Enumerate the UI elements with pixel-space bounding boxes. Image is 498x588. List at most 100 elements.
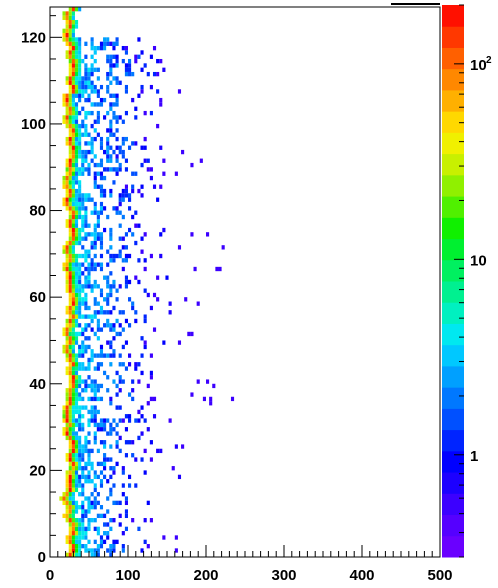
heatmap-cell (81, 89, 85, 94)
heatmap-cell (78, 353, 82, 358)
heatmap-cell (84, 197, 88, 202)
heatmap-cell (115, 392, 119, 397)
heatmap-cell (149, 396, 153, 402)
heatmap-cell (162, 67, 166, 72)
heatmap-cell (84, 548, 88, 553)
heatmap-cell (84, 297, 88, 302)
heatmap-cell (93, 262, 97, 267)
heatmap-cell (81, 271, 85, 276)
heatmap-cell (65, 249, 69, 254)
heatmap-cell (109, 132, 113, 137)
heatmap-cell (81, 288, 85, 293)
heatmap-cell (68, 544, 72, 549)
heatmap-cell (68, 292, 72, 298)
heatmap-cell (106, 535, 110, 540)
heatmap-cell (159, 253, 163, 259)
heatmap-cell (71, 106, 75, 111)
color-scale-segment (442, 429, 464, 452)
heatmap-cell (78, 201, 82, 207)
heatmap-cell (96, 76, 100, 81)
heatmap-cell (90, 110, 94, 116)
color-scale-segment (442, 47, 464, 70)
heatmap-cell (93, 50, 97, 55)
heatmap-cell (90, 318, 94, 324)
heatmap-cell (115, 119, 119, 124)
heatmap-cell (149, 440, 153, 445)
heatmap-cell (84, 67, 88, 72)
heatmap-cell (103, 115, 107, 120)
heatmap-cell (109, 457, 113, 462)
heatmap-cell (71, 32, 75, 38)
heatmap-cell (81, 227, 85, 233)
heatmap-cell (99, 305, 104, 311)
heatmap-cell (68, 301, 72, 306)
heatmap-cell (74, 145, 79, 150)
heatmap-cell (68, 89, 72, 94)
heatmap-cell (124, 253, 128, 259)
heatmap-cell (106, 522, 110, 527)
heatmap-cell (90, 54, 94, 59)
heatmap-cell (74, 539, 79, 545)
heatmap-cell (84, 266, 88, 272)
heatmap-cell (118, 405, 122, 410)
heatmap-cell (109, 466, 113, 471)
heatmap-cell (121, 470, 125, 475)
heatmap-cell (81, 132, 85, 137)
heatmap-cell (68, 505, 72, 510)
heatmap-cell (78, 522, 82, 527)
heatmap-cell (78, 54, 82, 59)
heatmap-cell (118, 253, 122, 259)
heatmap-cell (106, 110, 110, 116)
heatmap-cell (96, 500, 100, 506)
heatmap-cell (81, 509, 85, 514)
heatmap-cell (74, 292, 79, 298)
heatmap-cell (96, 427, 100, 432)
heatmap-cell (109, 71, 113, 77)
heatmap-cell (62, 175, 66, 181)
heatmap-cell (62, 28, 66, 33)
heatmap-cell (65, 500, 69, 506)
color-scale-segment (442, 238, 464, 261)
heatmap-cell (74, 162, 79, 168)
heatmap-cell (131, 184, 135, 189)
heatmap-cell (96, 162, 100, 168)
heatmap-cell (68, 128, 72, 133)
heatmap-cell (81, 162, 85, 168)
heatmap-cell (124, 158, 128, 163)
heatmap-cell (128, 392, 132, 397)
heatmap-cell (78, 531, 82, 536)
heatmap-cell (96, 327, 100, 332)
heatmap-cell (81, 353, 85, 358)
heatmap-cell (99, 288, 104, 293)
heatmap-cell (168, 301, 172, 306)
heatmap-cell (93, 236, 97, 241)
z-tick-label: 1 (470, 448, 478, 465)
heatmap-cell (162, 227, 166, 233)
heatmap-cell (87, 375, 91, 380)
heatmap-cell (109, 401, 113, 406)
heatmap-cell (68, 102, 72, 107)
heatmap-cell (68, 331, 72, 337)
heatmap-cell (65, 418, 69, 423)
heatmap-cell (68, 383, 72, 389)
heatmap-cell (96, 362, 100, 367)
heatmap-cell (62, 409, 66, 415)
heatmap-cell (65, 414, 69, 419)
heatmap-cell (65, 175, 69, 181)
heatmap-cell (106, 76, 110, 81)
heatmap-cell (68, 418, 72, 423)
heatmap-cell (112, 41, 116, 46)
heatmap-cell (71, 136, 75, 142)
heatmap-cell (74, 301, 79, 306)
heatmap-cell (124, 188, 128, 194)
x-tick-label: 500 (427, 567, 452, 584)
heatmap-cell (81, 474, 85, 480)
heatmap-cell (128, 206, 132, 211)
heatmap-cell (78, 41, 82, 46)
heatmap-cell (65, 388, 69, 393)
heatmap-cell (65, 253, 69, 259)
color-scale-segment (442, 89, 464, 112)
heatmap-cell (68, 444, 72, 449)
heatmap-cell (124, 366, 128, 371)
color-scale-segment (442, 281, 464, 303)
